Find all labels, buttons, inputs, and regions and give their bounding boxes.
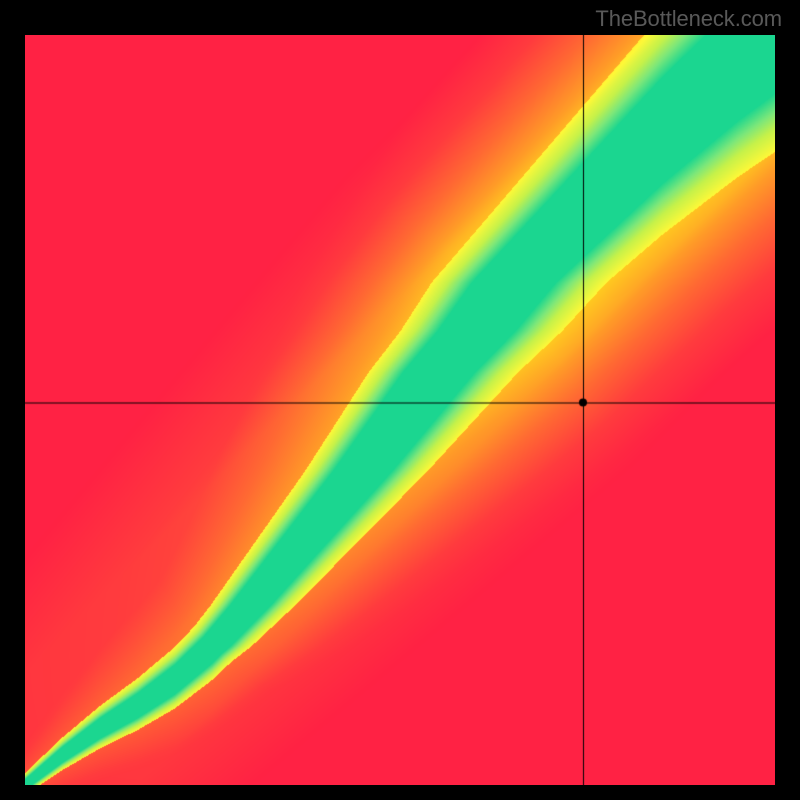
bottleneck-heatmap <box>25 35 775 785</box>
watermark-text: TheBottleneck.com <box>595 6 782 32</box>
